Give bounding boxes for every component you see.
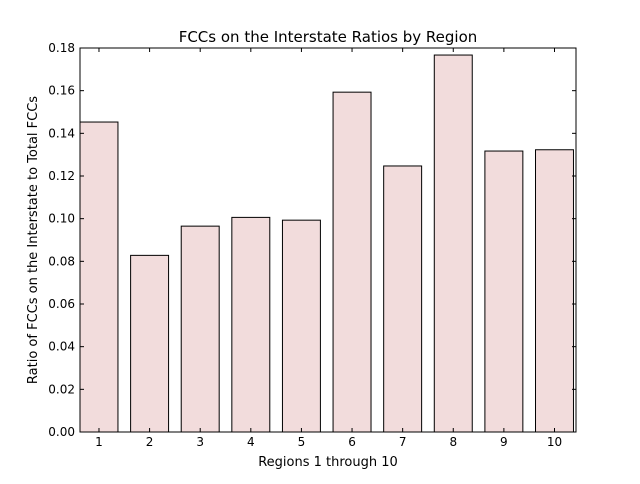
bar-region-6 xyxy=(332,91,372,433)
x-tick-label: 3 xyxy=(196,435,204,449)
x-tick-label: 7 xyxy=(399,435,407,449)
y-tick-label: 0.02 xyxy=(48,382,75,396)
y-axis-label: Ratio of FCCs on the Interstate to Total… xyxy=(26,96,41,384)
y-tick-label: 0.10 xyxy=(48,212,75,226)
bar-region-10 xyxy=(535,149,574,433)
bars-group xyxy=(79,54,574,433)
y-tick-label: 0.14 xyxy=(48,126,75,140)
chart-title: FCCs on the Interstate Ratios by Region xyxy=(179,28,478,46)
plot-frame xyxy=(79,47,577,433)
bar-region-5 xyxy=(281,219,321,433)
ticks-group: 1 2 3 4 5 6 7 8 9 10 0.00 0.02 0.04 0.06 0.08 0.10 0.12 0… xyxy=(48,41,576,449)
bar-region-1 xyxy=(79,121,119,433)
y-tick-label: 0.00 xyxy=(48,425,75,439)
bar-region-8 xyxy=(433,54,473,433)
x-tick-label: 4 xyxy=(247,435,255,449)
x-tick-label: 1 xyxy=(95,435,103,449)
y-tick-label: 0.12 xyxy=(48,169,75,183)
x-tick-label: 6 xyxy=(348,435,356,449)
bar-region-3 xyxy=(180,225,220,433)
bar-region-7 xyxy=(383,165,423,433)
x-tick-label: 2 xyxy=(146,435,154,449)
bar-region-4 xyxy=(231,216,271,433)
y-tick-label: 0.18 xyxy=(48,41,75,55)
y-tick-label: 0.04 xyxy=(48,340,75,354)
bar-region-9 xyxy=(484,150,524,433)
x-tick-label: 5 xyxy=(298,435,306,449)
bar-region-2 xyxy=(130,254,170,433)
x-axis-label: Regions 1 through 10 xyxy=(258,455,398,470)
x-tick-label: 9 xyxy=(500,435,508,449)
x-tick-label: 10 xyxy=(547,435,562,449)
x-tick-label: 8 xyxy=(449,435,457,449)
y-tick-label: 0.08 xyxy=(48,254,75,268)
y-tick-label: 0.06 xyxy=(48,297,75,311)
y-tick-label: 0.16 xyxy=(48,84,75,98)
